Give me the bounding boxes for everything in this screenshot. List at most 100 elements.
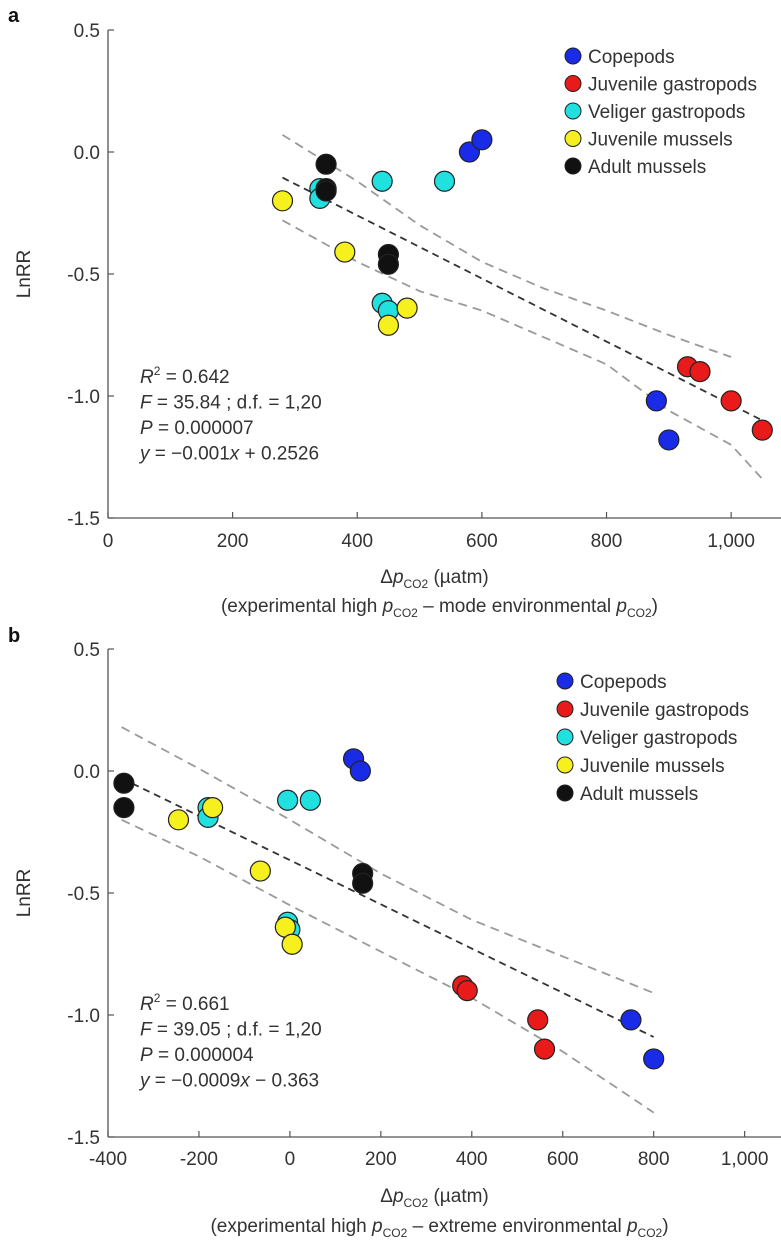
data-point <box>113 772 135 794</box>
y-tick-label: -0.5 <box>67 884 100 905</box>
x-tick-label: 0 <box>103 531 114 552</box>
data-point <box>271 190 294 212</box>
series-juvenile-mussels <box>271 190 418 336</box>
legend-label: Veliger gastropods <box>580 728 737 749</box>
x-tick-label: 0 <box>285 1149 296 1170</box>
p-symbol: P <box>140 1045 153 1066</box>
f-value: = 35.84 ; d.f. = 1,20 <box>152 393 322 414</box>
x-tick-label: 200 <box>217 531 249 552</box>
eq-y: y <box>138 444 151 465</box>
data-point <box>620 1009 642 1031</box>
legend: Copepods Juvenile gastropods Veliger gastr… <box>556 672 749 805</box>
data-point <box>643 1048 665 1070</box>
data-point <box>533 1038 556 1060</box>
x-note-end: ) <box>662 1216 668 1237</box>
data-point <box>352 872 374 894</box>
x-note-mid: – mode environmental <box>418 596 617 617</box>
f-symbol: F <box>140 1020 153 1041</box>
data-point <box>201 796 224 819</box>
x-note-p1: p <box>382 596 394 617</box>
x-tick-label: 400 <box>456 1149 488 1170</box>
r2-symbol: R <box>140 994 154 1015</box>
legend-marker <box>564 102 582 120</box>
x-note-sub1: CO2 <box>393 606 418 620</box>
stats-r2: R2 = 0.661 <box>140 991 230 1015</box>
y-tick-label: -1.5 <box>67 1128 100 1149</box>
f-value: = 39.05 ; d.f. = 1,20 <box>152 1020 322 1041</box>
series-juvenile-gastropods <box>452 975 556 1060</box>
data-point <box>315 153 337 175</box>
series-adult-mussels <box>113 772 374 894</box>
stats-equation: y = −0.001x + 0.2526 <box>138 444 319 465</box>
ci-upper-line <box>121 726 655 994</box>
data-point <box>433 170 456 192</box>
x-tick-label: 400 <box>341 531 373 552</box>
x-tick-label: -400 <box>89 1149 127 1170</box>
series-copepods <box>458 129 680 451</box>
x-tick-label: 600 <box>547 1149 579 1170</box>
p-value: = 0.000007 <box>153 418 254 439</box>
y-tick-label: -1.0 <box>67 387 100 408</box>
f-symbol: F <box>140 393 153 414</box>
legend-label: Adult mussels <box>588 157 706 178</box>
legend-label: Veliger gastropods <box>588 102 745 123</box>
y-tick-label: 0.5 <box>74 21 100 42</box>
x-axis-note: (experimental high pCO2 – mode environme… <box>221 596 658 620</box>
x-axis-label-sub: CO2 <box>404 577 429 591</box>
data-point <box>299 789 321 811</box>
y-tick-label: -0.5 <box>67 265 100 286</box>
panel-label: a <box>8 5 20 27</box>
y-tick-label: 0.5 <box>74 640 100 661</box>
x-tick-label: 800 <box>591 531 623 552</box>
x-note-p1: p <box>371 1216 383 1237</box>
data-point <box>113 796 135 819</box>
data-point <box>471 129 493 151</box>
eq-y: y <box>138 1071 151 1092</box>
r2-superscript: 2 <box>154 364 161 378</box>
data-point <box>377 253 400 275</box>
chart-panel-b: 0.5 0.0 -0.5 -1.0 -1.5-400 -200 0 200 400 600 800 1… <box>8 625 781 1240</box>
legend-marker <box>556 728 574 746</box>
data-point <box>315 180 337 202</box>
x-note-sub1: CO2 <box>383 1226 408 1240</box>
legend-marker <box>564 157 582 175</box>
y-tick-label: 0.0 <box>74 143 100 164</box>
p-symbol: P <box>140 418 153 439</box>
y-tick-label: -1.5 <box>67 509 100 530</box>
x-tick-label: 1,000 <box>721 1149 769 1170</box>
x-tick-label: 200 <box>365 1149 397 1170</box>
x-axis-label-sub: CO2 <box>404 1196 429 1210</box>
legend-label: Copepods <box>580 672 667 693</box>
r2-value: = 0.642 <box>160 367 229 388</box>
data-point <box>377 314 400 336</box>
data-point <box>281 933 303 955</box>
legend-label: Copepods <box>588 47 675 68</box>
r2-superscript: 2 <box>154 991 161 1005</box>
legend-marker <box>564 130 582 147</box>
x-note-mid: – extreme environmental <box>407 1216 627 1237</box>
x-tick-label: 800 <box>638 1149 670 1170</box>
p-value: = 0.000004 <box>153 1045 254 1066</box>
chart-panel-a: 0.5 0.0 -0.5 -1.0 -1.50 200 400 600 800 1,000 a LnR… <box>8 5 781 620</box>
data-point <box>658 429 680 451</box>
data-point <box>249 860 271 882</box>
series-juvenile-mussels <box>167 796 303 955</box>
x-axis-label-unit: (µatm) <box>428 567 489 588</box>
x-axis-note: (experimental high pCO2 – extreme enviro… <box>210 1216 668 1240</box>
y-tick-label: 0.0 <box>74 762 100 783</box>
x-tick-label: 1,000 <box>707 531 755 552</box>
x-note-sub2: CO2 <box>627 606 652 620</box>
stats-f: F = 39.05 ; d.f. = 1,20 <box>140 1020 322 1041</box>
data-point <box>751 419 773 441</box>
data-point <box>396 297 418 319</box>
data-point <box>371 170 393 192</box>
x-note-p2: p <box>626 1216 638 1237</box>
x-tick-label: -200 <box>180 1149 218 1170</box>
panel-label: b <box>8 625 20 647</box>
x-axis-label-delta: Δ <box>380 567 393 588</box>
ci-upper-line <box>282 134 732 358</box>
legend-label: Juvenile gastropods <box>580 700 749 721</box>
eq-intercept: + 0.2526 <box>239 444 319 465</box>
legend-marker <box>556 756 574 774</box>
